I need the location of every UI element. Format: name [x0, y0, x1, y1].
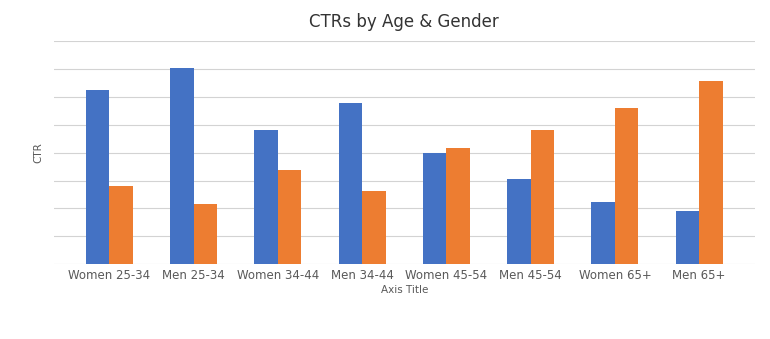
- Title: CTRs by Age & Gender: CTRs by Age & Gender: [310, 13, 499, 31]
- Y-axis label: CTR: CTR: [33, 142, 43, 163]
- Bar: [615, 108, 638, 264]
- Bar: [699, 81, 723, 264]
- Bar: [278, 171, 301, 264]
- Legend: Ad 1 (cleaners), Ad 1 (maids): Ad 1 (cleaners), Ad 1 (maids): [315, 336, 494, 339]
- X-axis label: Axis Title: Axis Title: [380, 285, 428, 295]
- Bar: [254, 130, 278, 264]
- Bar: [447, 148, 470, 264]
- Bar: [85, 90, 109, 264]
- Bar: [591, 202, 615, 264]
- Bar: [531, 130, 554, 264]
- Bar: [193, 204, 217, 264]
- Bar: [362, 191, 386, 264]
- Bar: [109, 186, 133, 264]
- Bar: [675, 211, 699, 264]
- Bar: [170, 67, 193, 264]
- Bar: [423, 153, 447, 264]
- Bar: [507, 179, 531, 264]
- Bar: [339, 103, 362, 264]
